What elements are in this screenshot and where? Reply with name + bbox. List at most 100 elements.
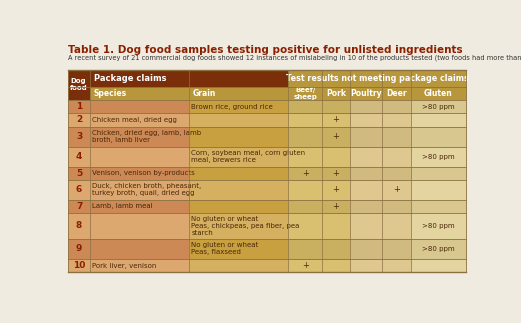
Text: >80 ppm: >80 ppm [422,104,455,110]
Bar [90,200,189,213]
Bar [90,127,189,147]
Bar [350,180,382,200]
Text: 8: 8 [76,221,82,230]
Bar [411,127,466,147]
Text: >80 ppm: >80 ppm [422,246,455,252]
Bar [411,259,466,272]
Text: +: + [302,261,309,270]
Text: >80 ppm: >80 ppm [422,223,455,229]
Bar [382,213,411,239]
Bar [288,127,322,147]
Text: Pork liver, venison: Pork liver, venison [92,263,157,268]
Bar [322,100,350,113]
Bar [350,239,382,259]
Bar [189,100,288,113]
Bar [411,239,466,259]
Bar [68,239,90,259]
Bar [382,113,411,127]
Text: Chicken, dried egg, lamb, lamb
broth, lamb liver: Chicken, dried egg, lamb, lamb broth, la… [92,130,202,143]
Bar [288,239,322,259]
Text: Pork: Pork [326,89,346,98]
Bar [411,213,466,239]
Bar [350,259,382,272]
Bar [68,213,90,239]
Text: Dog
food: Dog food [70,78,88,91]
Bar [411,87,466,100]
Bar [288,113,322,127]
Text: Brown rice, ground rice: Brown rice, ground rice [191,104,273,110]
Text: 2: 2 [76,116,82,124]
Bar [382,147,411,167]
Bar [382,87,411,100]
Bar [382,100,411,113]
Bar [322,200,350,213]
Bar [189,200,288,213]
Text: 3: 3 [76,132,82,141]
Bar [411,113,466,127]
Bar [322,147,350,167]
Bar [288,100,322,113]
Text: Lamb, lamb meal: Lamb, lamb meal [92,203,153,209]
Text: Grain: Grain [192,89,216,98]
Bar [382,200,411,213]
Bar [288,167,322,180]
Bar [350,127,382,147]
Bar [322,180,350,200]
Bar [189,113,288,127]
Text: Deer: Deer [386,89,407,98]
Bar [90,239,189,259]
Text: Duck, chicken broth, pheasant,
turkey broth, quail, dried egg: Duck, chicken broth, pheasant, turkey br… [92,183,202,196]
Bar [411,180,466,200]
Bar [90,69,288,87]
Text: Beef/
sheep: Beef/ sheep [293,87,317,100]
Bar [90,167,189,180]
Text: Venison, venison by-products: Venison, venison by-products [92,170,195,176]
Text: +: + [332,116,339,124]
Bar [382,259,411,272]
Text: +: + [332,202,339,211]
Bar [189,239,288,259]
Bar [288,69,466,87]
Text: Gluten: Gluten [424,89,453,98]
Bar [322,167,350,180]
Bar [68,100,90,113]
Bar [90,213,189,239]
Bar [68,259,90,272]
Bar [382,167,411,180]
Bar [68,69,90,100]
Bar [288,259,322,272]
Bar [189,213,288,239]
Bar [90,87,189,100]
Bar [288,147,322,167]
Text: 1: 1 [76,102,82,111]
Bar [411,200,466,213]
Bar [322,87,350,100]
Bar [68,180,90,200]
Text: 4: 4 [76,152,82,161]
Bar [90,147,189,167]
Bar [350,100,382,113]
Bar [288,180,322,200]
Bar [411,147,466,167]
Text: 5: 5 [76,169,82,178]
Bar [288,200,322,213]
Bar [350,213,382,239]
Text: +: + [332,185,339,194]
Bar [189,259,288,272]
Text: Package claims: Package claims [94,74,166,83]
Text: >80 ppm: >80 ppm [422,153,455,160]
Text: 9: 9 [76,245,82,254]
Bar [288,87,322,100]
Bar [189,180,288,200]
Bar [68,113,90,127]
Bar [350,200,382,213]
Text: Test results not meeting package claims: Test results not meeting package claims [286,74,468,83]
Bar [350,113,382,127]
Bar [288,213,322,239]
Bar [68,200,90,213]
Bar [322,239,350,259]
Bar [189,127,288,147]
Text: +: + [332,169,339,178]
Bar [411,100,466,113]
Bar [350,167,382,180]
